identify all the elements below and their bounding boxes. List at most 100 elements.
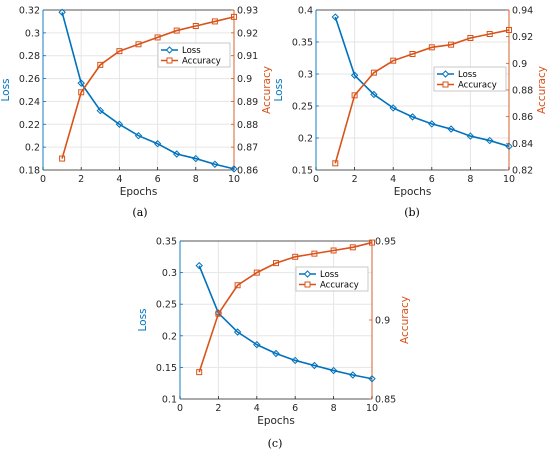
loss-point (134, 132, 143, 140)
left-tick-label: 0.3 (298, 70, 313, 81)
left-axis-label: Loss (137, 308, 149, 331)
loss-point (211, 160, 219, 168)
caption-c: (c) (268, 437, 283, 450)
x-tick-label: 10 (366, 403, 378, 414)
x-tick-label: 2 (352, 174, 358, 185)
accuracy-point (97, 61, 104, 68)
accuracy-point (116, 48, 123, 55)
x-tick-label: 6 (429, 174, 435, 185)
loss-point (466, 132, 475, 140)
loss-point (389, 104, 397, 112)
accuracy-point (351, 92, 358, 99)
loss-point (233, 328, 242, 336)
loss-point (291, 356, 299, 365)
accuracy-point (173, 27, 180, 34)
accuracy-point (215, 310, 222, 317)
left-tick-label: 0.26 (19, 74, 40, 85)
right-tick-label: 0.94 (512, 6, 533, 17)
loss-point (505, 142, 513, 151)
accuracy-point (273, 260, 279, 267)
left-tick-label: 0.2 (298, 134, 313, 145)
accuracy-series-line (61, 16, 235, 159)
x-tick-label: 6 (292, 403, 298, 414)
left-tick-label: 0.2 (162, 331, 177, 342)
left-tick-label: 0.32 (19, 6, 40, 17)
left-tick-label: 0.3 (25, 28, 40, 39)
accuracy-point (78, 89, 85, 96)
legend-label-accuracy: Accuracy (182, 57, 221, 67)
x-axis-label: Epochs (257, 415, 295, 427)
left-tick-label: 0.28 (19, 51, 40, 62)
accuracy-series-line (198, 241, 373, 373)
right-tick-label: 0.9 (237, 74, 252, 85)
legend-marker-loss (441, 70, 450, 78)
left-tick-label: 0.15 (156, 363, 177, 374)
accuracy-point (467, 35, 474, 41)
legend-marker-loss (165, 46, 174, 54)
right-tick-label: 0.88 (512, 86, 533, 97)
accuracy-point (330, 247, 337, 254)
accuracy-point (506, 27, 512, 33)
right-tick-label: 0.85 (375, 395, 396, 406)
x-tick-label: 8 (193, 174, 199, 185)
legend-marker-accuracy (304, 281, 311, 288)
x-axis-label: Epochs (394, 186, 432, 198)
accuracy-point (409, 51, 416, 57)
x-tick-label: 4 (254, 403, 260, 414)
loss-point (230, 165, 238, 173)
chart-panel-b: (b) 0 2 4 6 8 10 0.15 0.2 0.25 0.3 0.35 0.4 0.82 0.84… (273, 6, 548, 220)
caption-b: (b) (404, 206, 420, 219)
right-tick-label: 0.92 (512, 32, 533, 43)
loss-point (172, 150, 181, 158)
accuracy-point (390, 57, 397, 64)
loss-point (153, 140, 162, 148)
right-tick-label: 0.91 (237, 51, 258, 62)
loss-point (331, 13, 340, 21)
left-tick-label: 0.22 (19, 120, 40, 131)
right-tick-label: 0.84 (512, 139, 533, 150)
accuracy-point (369, 239, 375, 246)
accuracy-point (211, 18, 218, 25)
left-tick-label: 0.3 (162, 268, 177, 279)
left-tick-label: 0.2 (25, 143, 40, 154)
right-tick-label: 0.95 (375, 237, 396, 248)
accuracy-point (253, 269, 260, 276)
accuracy-point (231, 13, 237, 20)
right-tick-label: 0.87 (237, 143, 258, 154)
legend-label-loss: Loss (320, 270, 339, 280)
accuracy-point (349, 244, 356, 251)
legend-label-accuracy: Accuracy (458, 81, 497, 91)
accuracy-point (59, 155, 66, 162)
accuracy-point (154, 34, 161, 41)
loss-point (115, 120, 124, 128)
accuracy-point (486, 31, 493, 37)
loss-series-line (61, 12, 235, 170)
loss-point (77, 79, 85, 87)
loss-point (253, 340, 261, 349)
right-tick-label: 0.88 (237, 120, 258, 131)
left-tick-label: 0.1 (162, 395, 177, 406)
loss-point (368, 375, 376, 383)
right-tick-label: 0.82 (512, 166, 533, 177)
left-tick-label: 0.35 (292, 38, 313, 49)
x-axis-label: Epochs (120, 186, 158, 198)
loss-point (408, 113, 417, 121)
loss-point (58, 8, 66, 16)
loss-point (350, 71, 359, 79)
x-tick-label: 0 (177, 403, 183, 414)
accuracy-point (428, 44, 435, 51)
x-tick-label: 0 (313, 174, 319, 185)
legend-marker-accuracy (166, 57, 173, 64)
accuracy-point (448, 41, 455, 48)
accuracy-point (234, 282, 241, 289)
left-axis-label: Loss (273, 78, 285, 101)
right-tick-label: 0.9 (512, 59, 527, 70)
left-tick-label: 0.15 (292, 166, 313, 177)
loss-series-line (198, 265, 373, 380)
loss-point (272, 349, 280, 358)
left-tick-label: 0.25 (292, 102, 313, 113)
chart-panel-a: (a) 0 2 4 6 8 10 0.18 0.2 0.22 0.24 0.26 0.28 0.3 0.3… (0, 6, 273, 220)
right-axis-label: Accuracy (399, 296, 411, 344)
legend-label-accuracy: Accuracy (320, 281, 359, 291)
